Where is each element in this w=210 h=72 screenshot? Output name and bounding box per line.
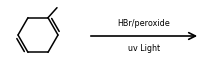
Text: uv Light: uv Light <box>128 44 160 53</box>
Text: HBr/peroxide: HBr/peroxide <box>118 19 170 28</box>
